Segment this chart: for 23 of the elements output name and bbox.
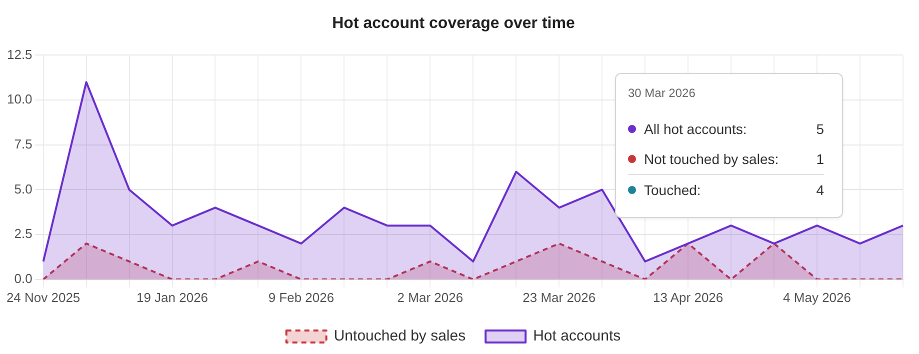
x-tick-label: 23 Mar 2026 — [522, 290, 596, 305]
x-tick-label: 13 Apr 2026 — [653, 290, 724, 305]
annotation: 30 Mar 2026 — [628, 86, 696, 100]
y-tick-label: 5.0 — [14, 181, 32, 196]
chart-title: Hot account coverage over time — [332, 15, 575, 32]
annotation: Not touched by sales: — [644, 151, 780, 167]
annotation: 1 — [816, 151, 824, 167]
annotation: All hot accounts: — [644, 121, 748, 137]
x-tick-label: 2 Mar 2026 — [397, 290, 464, 305]
annotation: Touched: — [644, 182, 702, 198]
y-tick-label: 12.5 — [6, 46, 32, 62]
x-tick-label: 24 Nov 2025 — [6, 290, 80, 305]
y-tick-label: 2.5 — [14, 226, 32, 242]
x-tick-label: 19 Jan 2026 — [136, 290, 208, 305]
x-tick-label: 9 Feb 2026 — [268, 290, 334, 305]
y-tick-label: 7.5 — [14, 136, 32, 152]
annotation: 5 — [816, 121, 824, 137]
legend-label: Untouched by sales — [334, 328, 466, 345]
y-tick-label: 0.0 — [14, 270, 32, 286]
legend-label: Hot accounts — [533, 328, 621, 345]
annotation: 4 — [816, 182, 824, 198]
y-tick-label: 10.0 — [6, 92, 32, 107]
x-tick-label: 4 May 2026 — [783, 290, 851, 305]
